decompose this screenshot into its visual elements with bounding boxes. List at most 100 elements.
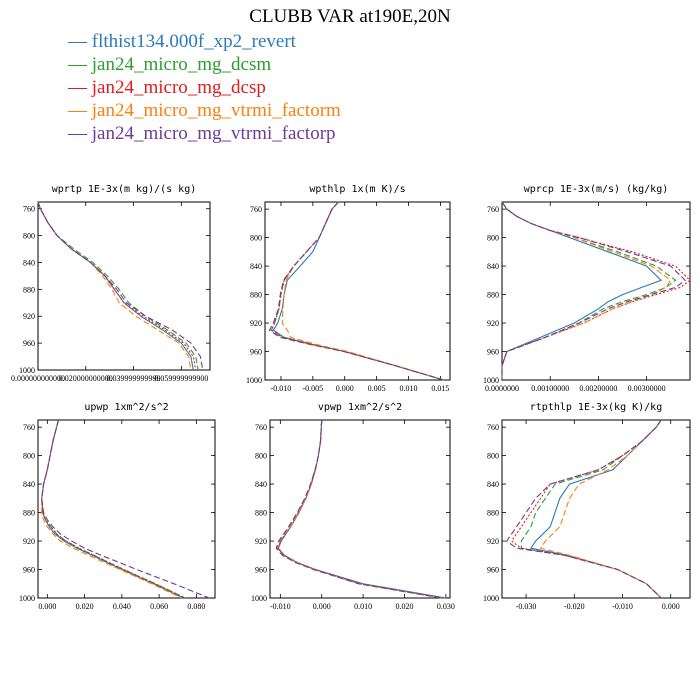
series-line-5 [41,419,210,599]
y-tick-label: 840 [487,480,499,489]
series-line-4 [276,419,442,599]
y-tick-label: 920 [255,537,267,546]
y-tick-label: 1000 [19,594,35,603]
plot-frame [37,201,211,371]
x-tick-label: 0.005 [368,384,386,393]
series-line-2 [501,201,677,380]
series-line-5 [501,201,687,380]
series-line-3 [37,201,197,371]
plot-frame [264,201,451,381]
plot-frame [37,419,216,599]
x-tick-label: -0.005 [303,384,324,393]
x-tick-label: 0.015 [431,384,449,393]
y-tick-label: 840 [255,480,267,489]
y-tick-label: 800 [250,234,262,243]
y-tick-label: 880 [255,509,267,518]
y-tick-label: 880 [23,285,35,294]
series-line-4 [501,201,672,380]
y-tick-label: 760 [23,205,35,214]
plot-4: upwp 1xm^2/s^2 760 800 840 880 920 960 10000.00… [19,402,216,611]
y-tick-label: 1000 [246,376,262,385]
series-line-2 [520,419,662,599]
x-tick-label: 0.020 [395,602,413,611]
plot-2: wpthlp 1x(m K)/s 760 800 840 880 920 960 1000 -0… [246,184,451,393]
y-tick-label: 800 [487,234,499,243]
y-tick-label: 840 [487,262,499,271]
legend-item: — jan24_micro_mg_dcsp [68,77,266,98]
x-tick-label: 0.020000000000 [59,374,113,383]
plot-title: rtpthlp 1E-3x(kg K)/kg [530,402,662,413]
series-line-5 [268,201,444,381]
plot-title: wprcp 1E-3x(m/s) (kg/kg) [524,184,669,195]
x-tick-label: 0.030 [437,602,455,611]
y-tick-label: 960 [23,339,35,348]
x-tick-label: -0.010 [612,602,633,611]
series-line-3 [270,201,444,381]
x-tick-label: 0.000000000000 [11,374,65,383]
y-tick-label: 920 [250,319,262,328]
plot-6: rtpthlp 1E-3x(kg K)/kg 760 800 840 880 920 960… [483,402,691,611]
x-tick-label: 0.040 [113,602,131,611]
x-tick-label: 0.059999999900 [154,374,208,383]
y-tick-label: 760 [23,423,35,432]
y-tick-label: 1000 [251,594,267,603]
series-line-2 [276,419,442,599]
x-tick-label: -0.020 [564,602,585,611]
series-line-1 [529,419,662,599]
legend-item: — jan24_micro_mg_vtrmi_factorp [68,123,336,144]
plot-frame [501,201,691,381]
x-tick-label: 0.010 [354,602,372,611]
y-tick-label: 800 [23,232,35,241]
y-tick-label: 840 [23,258,35,267]
y-tick-label: 760 [487,205,499,214]
x-tick-label: 0.010 [400,384,418,393]
plot-1: wprtp 1E-3x(m kg)/(s kg) 760 800 840 880 920 9… [11,184,211,383]
x-tick-label: 0.000 [662,602,680,611]
plot-title: upwp 1xm^2/s^2 [84,402,168,413]
y-tick-label: 880 [487,291,499,300]
plot-title: vpwp 1xm^2/s^2 [318,402,402,413]
x-tick-label: 0.00200000 [579,384,617,393]
plot-title: wprtp 1E-3x(m kg)/(s kg) [52,184,197,195]
x-tick-label: 0.0000000 [485,384,519,393]
series-line-2 [41,419,186,599]
series-line-4 [37,201,192,371]
y-tick-label: 960 [487,348,499,357]
y-tick-label: 800 [487,452,499,461]
y-tick-label: 1000 [483,376,499,385]
series-line-1 [272,201,444,381]
y-tick-label: 840 [23,480,35,489]
y-tick-label: 880 [23,509,35,518]
y-tick-label: 1000 [19,366,35,375]
y-tick-label: 840 [250,262,262,271]
y-tick-label: 960 [255,566,267,575]
y-tick-label: 960 [23,566,35,575]
y-tick-label: 1000 [483,594,499,603]
y-tick-label: 920 [23,537,35,546]
legend-item: — jan24_micro_mg_dcsm [68,54,272,75]
series-line-3 [277,419,444,599]
series-line-1 [37,201,194,371]
x-tick-label: -0.010 [271,384,292,393]
series-line-4 [41,419,182,599]
y-tick-label: 800 [255,452,267,461]
plot-frame [269,419,451,599]
series-line-5 [506,419,662,599]
y-tick-label: 760 [250,205,262,214]
series-line-1 [277,419,446,599]
x-tick-label: 0.000 [336,384,354,393]
y-tick-label: 920 [487,319,499,328]
page-title: CLUBB VAR at190E,20N [249,6,451,27]
x-tick-label: 0.020 [76,602,94,611]
series-line-1 [501,201,663,380]
plot-title: wpthlp 1x(m K)/s [309,184,405,195]
series-line-4 [539,419,662,599]
series-line-3 [510,419,662,599]
legend: — flthist134.000f_xp2_revert — jan24_micr… [68,30,341,145]
y-tick-label: 920 [487,537,499,546]
legend-item: — flthist134.000f_xp2_revert [68,31,296,52]
x-tick-label: 0.039999999999 [107,374,161,383]
series-line-5 [37,201,204,371]
plot-frame [501,419,691,599]
